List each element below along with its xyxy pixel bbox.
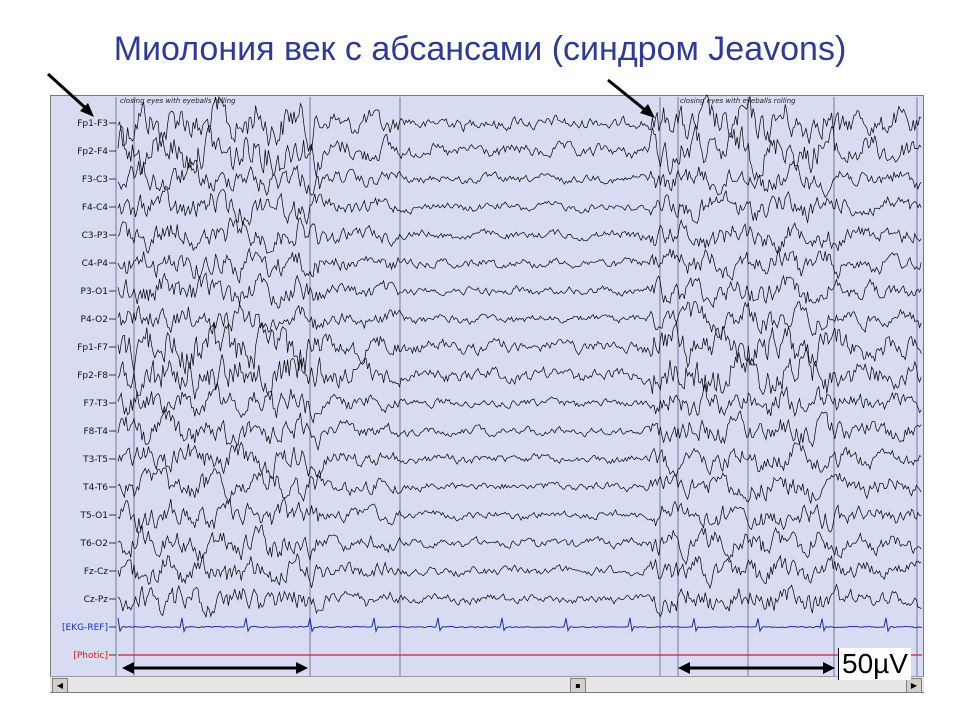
channel-label: T5-O1 <box>79 511 108 521</box>
eeg-trace-channel <box>117 301 922 341</box>
right-arrow-head-icon <box>640 104 655 118</box>
eeg-trace-channel <box>117 94 922 152</box>
channel-label: F7-T3 <box>83 399 108 409</box>
horizontal-scrollbar[interactable]: ◀ ▪ ▶ <box>50 676 924 693</box>
duration-arrow-left-left-head-icon <box>122 662 134 674</box>
eeg-trace-channel <box>117 346 922 401</box>
event-marker-right: closing eyes with eyeballs rolling <box>680 97 796 105</box>
channel-label: C4-P4 <box>82 259 109 269</box>
eeg-trace-channel <box>117 381 922 424</box>
channel-label: Cz-Pz <box>84 595 109 605</box>
channel-label: F4-C4 <box>82 203 108 213</box>
scroll-left-arrow-icon[interactable]: ◀ <box>52 678 68 693</box>
duration-arrow-right-right-head-icon <box>823 662 835 674</box>
channel-label: T6-O2 <box>79 539 108 549</box>
scroll-thumb[interactable]: ▪ <box>570 678 586 693</box>
channel-label: Fz-Cz <box>84 567 108 577</box>
eeg-trace-channel <box>117 217 922 255</box>
duration-arrow-left-right-head-icon <box>296 662 308 674</box>
left-arrow-head-icon <box>80 103 94 117</box>
eeg-trace-channel <box>117 159 922 198</box>
channel-label: [EKG-REF] <box>62 623 108 633</box>
scroll-right-arrow-icon[interactable]: ▶ <box>906 678 922 693</box>
channel-label: Fp1-F3 <box>77 119 108 129</box>
eeg-trace-channel <box>117 467 922 504</box>
eeg-trace-channel <box>117 188 922 226</box>
channel-label: P3-O1 <box>81 287 108 297</box>
eeg-trace-channel <box>117 409 922 452</box>
channel-label: [Photic] <box>73 651 108 661</box>
channel-label: C3-P3 <box>82 231 108 241</box>
duration-arrow-right-left-head-icon <box>678 662 690 674</box>
channel-label: Fp2-F4 <box>77 147 108 157</box>
eeg-trace-channel <box>117 523 922 566</box>
scale-label: 50µV <box>838 648 911 680</box>
channel-label: F8-T4 <box>83 427 108 437</box>
eeg-trace-channel <box>117 247 922 284</box>
channel-label: P4-O2 <box>81 315 108 325</box>
right-annotation-arrow <box>607 78 651 116</box>
channel-label: Fp1-F7 <box>77 343 108 353</box>
eeg-trace-channel <box>117 441 922 480</box>
channel-label: Fp2-F8 <box>77 371 108 381</box>
event-marker-left: closing eyes with eyeballs rolling <box>120 97 236 105</box>
channel-label: T4-T6 <box>82 483 108 493</box>
eeg-trace-channel <box>117 321 922 375</box>
ekg-trace <box>117 617 923 634</box>
eeg-trace-channel <box>117 583 922 618</box>
left-annotation-arrow <box>46 72 92 114</box>
eeg-trace-channel <box>117 552 922 590</box>
channel-label: F3-C3 <box>82 175 108 185</box>
page-title: Миолония век с абсансами (синдром Jeavon… <box>113 30 847 68</box>
eeg-trace-channel <box>117 272 922 309</box>
eeg-trace-channel <box>117 124 922 182</box>
channel-label: T3-T5 <box>82 455 108 465</box>
eeg-trace-channel <box>117 497 922 533</box>
